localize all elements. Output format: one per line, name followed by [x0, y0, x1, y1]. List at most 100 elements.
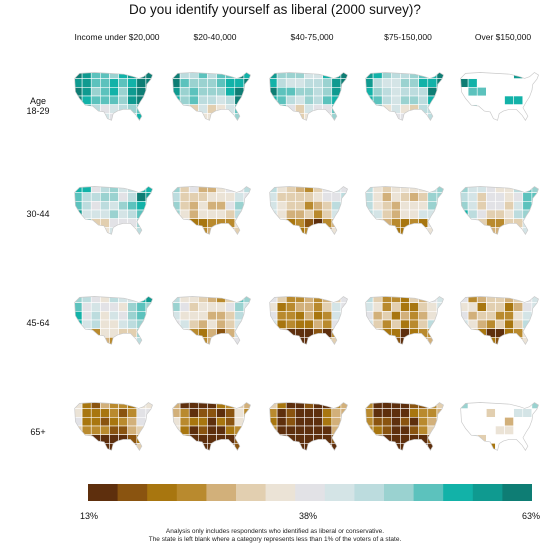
state-cell [531, 95, 539, 105]
state-cell [118, 87, 128, 97]
state-cell [365, 227, 374, 235]
state-cell [100, 209, 110, 219]
state-cell [313, 417, 323, 427]
state-cell [216, 113, 226, 121]
state-cell [127, 302, 138, 312]
state-cell [127, 434, 138, 444]
state-cell [418, 302, 429, 312]
state-cell [276, 78, 287, 88]
us-outline [74, 402, 153, 451]
state-cell [172, 113, 181, 121]
state-cell [495, 408, 505, 418]
state-cell [409, 417, 419, 427]
state-cell [409, 328, 419, 338]
state-cell [81, 87, 92, 97]
state-cell [179, 402, 190, 409]
state-cell [304, 201, 314, 211]
state-cell [225, 425, 236, 435]
state-cell [400, 328, 410, 338]
state-cell [460, 302, 469, 312]
state-cell [100, 113, 110, 121]
state-cell [304, 192, 314, 202]
state-cell [243, 209, 251, 219]
state-cell [127, 311, 138, 321]
state-cell [216, 87, 226, 97]
state-cell [90, 201, 101, 211]
state-cell [225, 302, 236, 312]
map-age1-income5 [460, 72, 539, 121]
state-cell [207, 319, 217, 329]
state-cell [476, 78, 487, 88]
state-cell [179, 87, 190, 97]
map-age1-income3 [269, 72, 348, 121]
state-cell [418, 209, 429, 219]
state-cell [495, 296, 505, 303]
state-cell [285, 209, 296, 219]
state-cell [504, 425, 514, 435]
state-cell [495, 95, 505, 105]
us-outline [460, 72, 539, 121]
state-cell [90, 87, 101, 97]
state-cell [179, 192, 190, 202]
state-cell [234, 78, 245, 88]
state-cell [365, 434, 374, 444]
state-cell [295, 227, 305, 235]
state-cell [391, 311, 401, 321]
state-cell [172, 227, 181, 235]
state-cell [409, 209, 419, 219]
state-cell [90, 408, 101, 418]
map-age2-income4 [365, 186, 444, 235]
state-cell [381, 311, 392, 321]
state-cell [381, 227, 392, 235]
state-cell [495, 104, 505, 114]
state-cell [531, 227, 539, 235]
state-cell [400, 192, 410, 202]
state-cell [90, 186, 101, 193]
state-cell [276, 186, 287, 193]
map-age4-income3 [269, 402, 348, 451]
state-cell [365, 113, 374, 121]
state-cell [198, 113, 208, 121]
state-cell [372, 302, 383, 312]
us-outline [269, 402, 348, 451]
column-label-income-4: $75-150,000 [384, 32, 432, 42]
state-cell [74, 186, 83, 193]
state-cell [476, 302, 487, 312]
state-cell [365, 302, 374, 312]
state-cell [460, 78, 469, 88]
state-cell [486, 201, 496, 211]
state-cell [276, 417, 287, 427]
state-cell [136, 408, 147, 418]
state-cell [486, 218, 496, 228]
state-cell [391, 218, 401, 228]
state-cell [531, 218, 539, 228]
state-cell [172, 78, 181, 88]
state-cell [495, 417, 505, 427]
state-cell [372, 113, 383, 121]
state-cell [295, 319, 305, 329]
state-cell [90, 443, 101, 451]
state-cell [460, 113, 469, 121]
state-cell [436, 328, 444, 338]
legend-swatch [117, 484, 148, 501]
state-cell [460, 186, 469, 193]
state-cell [188, 209, 199, 219]
state-cell [365, 104, 374, 114]
state-cell [295, 218, 305, 228]
state-cell [313, 311, 323, 321]
state-cell [495, 319, 505, 329]
state-cell [513, 408, 524, 418]
state-cell [304, 209, 314, 219]
state-cell [372, 227, 383, 235]
state-cell [304, 337, 314, 345]
state-cell [243, 218, 251, 228]
state-cell [340, 209, 348, 219]
state-cell [313, 337, 323, 345]
state-cell [243, 319, 251, 329]
state-cell [504, 417, 514, 427]
state-cell [381, 408, 392, 418]
legend-swatch [236, 484, 267, 501]
state-cell [381, 296, 392, 303]
state-cell [391, 302, 401, 312]
state-cell [243, 328, 251, 338]
